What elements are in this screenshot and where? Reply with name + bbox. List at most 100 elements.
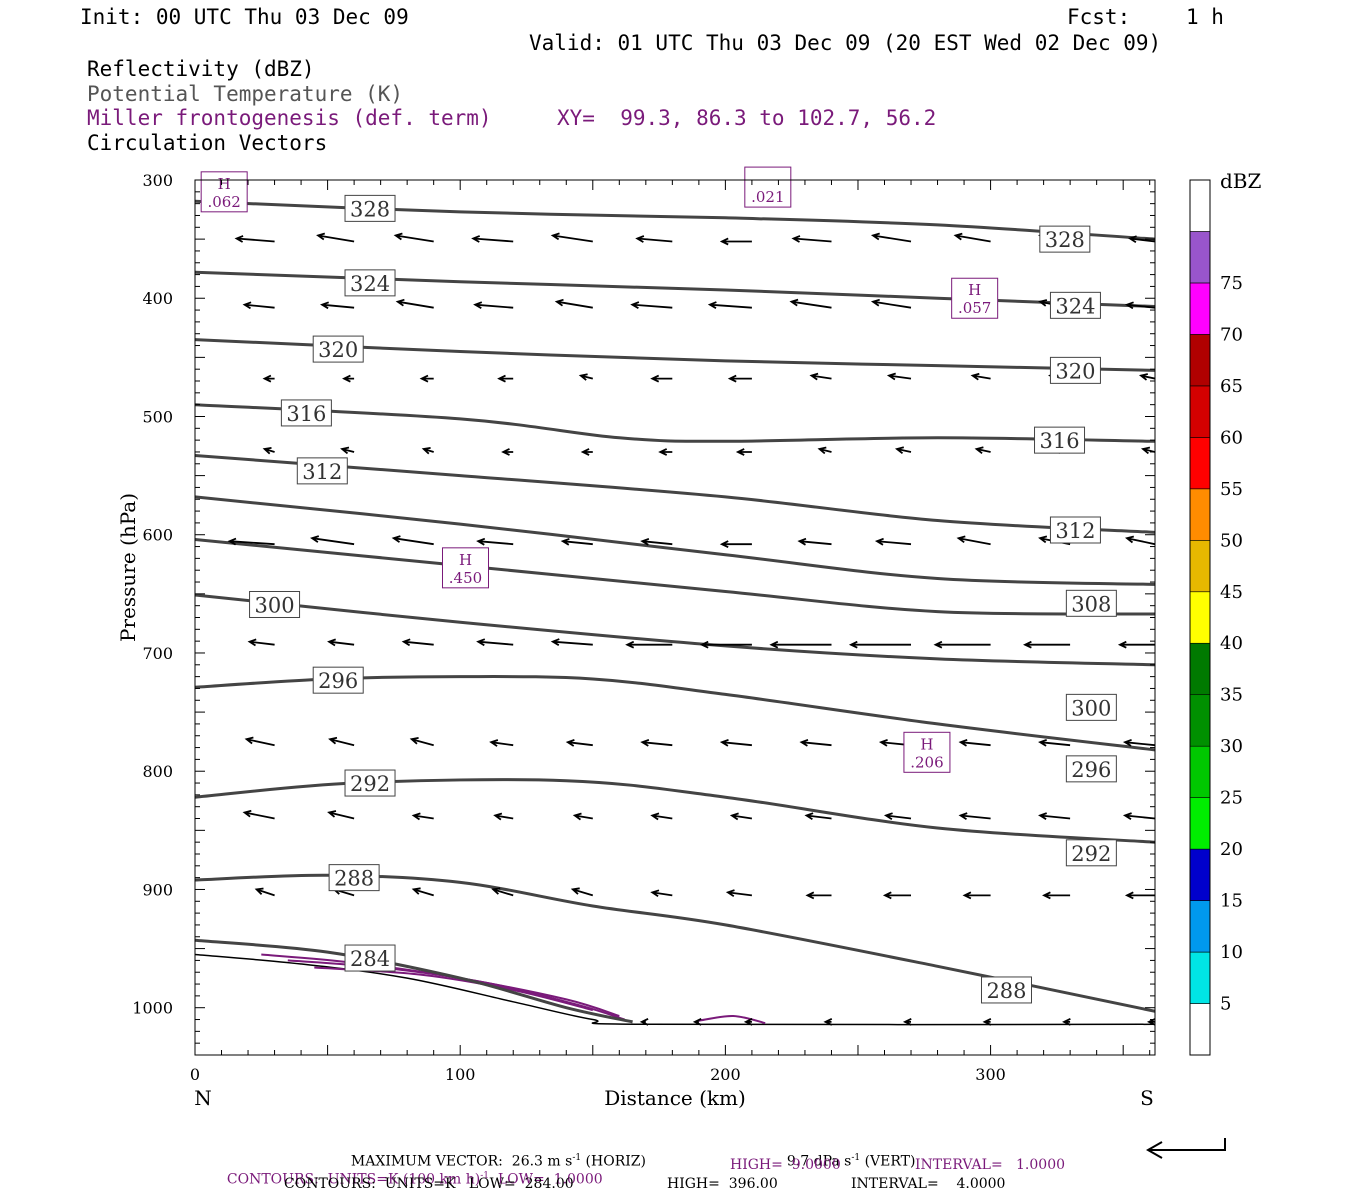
circulation-vector [635,235,673,243]
terrain-line [195,953,1155,1026]
colorbar-tick-label: 70 [1220,324,1243,345]
circulation-vector [956,535,991,546]
y-tick-label: 300 [142,171,173,190]
circulation-vector [743,1017,753,1026]
field-frontogenesis: Miller frontogenesis (def. term) [87,106,492,130]
theta-label-text: 292 [350,772,390,796]
circulation-vector [493,812,514,821]
theta-label-box [1039,225,1091,253]
colorbar-swatch [1189,642,1211,696]
circulation-vector [1023,640,1071,649]
circulation-vector [1042,891,1071,900]
circulation-vector [982,1017,992,1026]
theta-label-box [312,335,364,363]
circulation-vector [411,887,434,897]
circulation-vector [391,535,434,546]
y-tick-label: 500 [142,407,173,426]
circulation-vector [1122,738,1155,747]
circulation-vector [570,887,594,897]
circulation-vector [719,540,752,549]
circulation-vector [958,812,991,820]
circulation-vector [974,446,991,455]
circulation-vector [471,235,514,243]
theta-label-text: 324 [1055,294,1095,318]
circulation-vector [882,891,911,900]
theta-contour-324 [195,270,1155,308]
colorbar-tick-label: 15 [1220,891,1243,912]
circulation-vector [401,638,434,647]
theta-label: 320 [1049,356,1101,384]
theta-label-box [344,769,396,797]
theta-label-box [344,269,396,297]
colorbar-frame [1189,179,1211,1056]
theta-label-text: 288 [334,867,374,891]
colorbar-swatch [1189,334,1211,387]
circulation-vector [789,298,832,309]
footer-fronto-high: HIGH= 9.0000 [730,1157,841,1173]
circulation-vector [874,537,912,546]
theta-label: 292 [344,769,396,797]
theta-label: 328 [344,194,396,222]
y-tick-label: 600 [142,526,173,545]
colorbar-swatch [1189,488,1211,541]
circulation-vector [958,738,991,747]
circulation-vector [719,738,752,747]
circulation-vector [473,301,514,309]
circulation-vector [554,298,593,309]
frontogenesis-max-box [951,277,999,319]
colorbar-tick-label: 45 [1220,582,1243,603]
theta-contour-284 [195,938,633,1024]
circulation-vector [327,810,355,820]
theta-label-box [344,194,396,222]
colorbar-tick-label: 65 [1220,376,1243,397]
plot-frame [194,179,1156,1056]
theta-label-text: 316 [286,402,326,426]
circulation-vector [247,638,275,647]
theta-contour-292 [195,778,1155,844]
theta-label-text: 284 [350,947,390,971]
circulation-vector [639,1017,649,1026]
theta-label-text: 292 [1071,842,1111,866]
theta-contour-312 [195,454,1155,534]
theta-label: 308 [1065,589,1117,617]
x-tick-label: 100 [445,1065,476,1084]
circulation-vector [1117,640,1155,649]
frontogenesis-max: H.206 [903,731,951,773]
theta-label-box [296,457,348,485]
theta-contour-308 [195,495,1155,586]
theta-contour-300 [195,593,1155,667]
circulation-vector [578,373,594,381]
theta-contour-288 [195,873,1155,1013]
colorbar-swatch [1189,282,1211,335]
circulation-vector [327,638,355,647]
circulation-vector [254,887,275,897]
circulation-vector [580,448,593,456]
circulation-vector [501,448,514,456]
circulation-vector [320,301,355,310]
colorbar-tick-label: 5 [1220,994,1231,1015]
frontogenesis-max-letter: H [459,551,472,569]
circulation-vector [1124,891,1155,900]
colorbar-swatch [1189,231,1211,284]
theta-label: 288 [980,976,1032,1004]
x-tick-label: 0 [190,1065,200,1084]
footer-fronto-interval: INTERVAL= 1.0000 [915,1157,1066,1173]
colorbar-swatch [1189,745,1211,798]
circulation-vector [1038,812,1071,820]
theta-label: 324 [344,269,396,297]
circulation-vector [1127,235,1155,244]
colorbar-tick-label: 50 [1220,530,1243,551]
frontogenesis-max-value: .021 [751,188,784,206]
theta-label-box [1049,516,1101,544]
colorbar-swatch [1189,900,1211,953]
forecast-hour: 1 h [1186,5,1224,29]
frontogenesis-max: H.450 [441,547,489,589]
circulation-vector [805,891,832,900]
frontogenesis-max-letter: H [218,175,231,193]
circulation-vector [692,1017,702,1026]
theta-contour-316 [195,403,1155,443]
colorbar-swatch [1189,797,1211,850]
circulation-vector [699,640,752,649]
colorbar-tick-label: 25 [1220,788,1243,809]
circulation-vector [244,736,275,747]
